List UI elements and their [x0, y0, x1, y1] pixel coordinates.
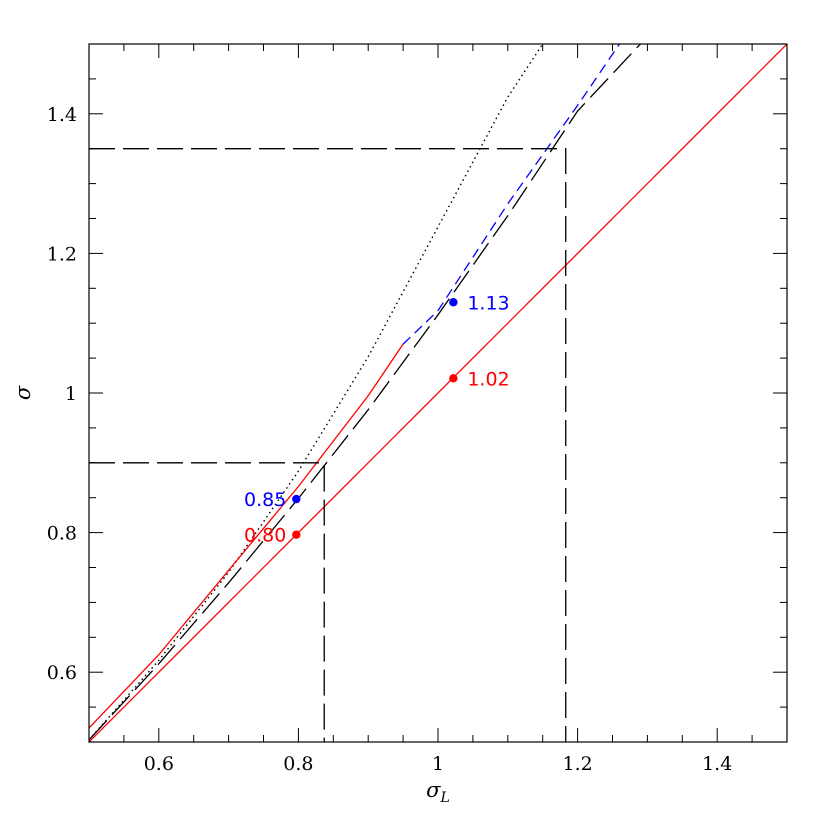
reference-line-0	[89, 462, 325, 742]
y-tick-label: 0.8	[47, 523, 77, 545]
y-tick-label: 1	[65, 383, 77, 405]
data-point	[449, 298, 458, 307]
series-line-1	[89, 44, 641, 741]
x-tick-label: 1.4	[702, 753, 732, 775]
plot-frame	[88, 43, 788, 743]
x-tick-label: 1	[432, 753, 444, 775]
y-axis-title: σ	[11, 385, 35, 400]
data-point	[449, 374, 458, 383]
ticks	[88, 43, 788, 743]
series-line-2	[402, 44, 621, 345]
point-label: 0.80	[244, 525, 286, 547]
y-tick-label: 1.2	[47, 243, 77, 265]
y-tick-label: 0.6	[47, 662, 77, 684]
x-axis-title-sub: L	[440, 790, 450, 806]
series-line-0	[89, 44, 787, 742]
x-tick-label: 0.8	[283, 753, 313, 775]
y-tick-label: 1.4	[47, 104, 77, 126]
point-label: 1.13	[467, 292, 509, 314]
x-tick-label: 0.6	[144, 753, 174, 775]
series-line-3	[89, 44, 544, 741]
point-label: 1.02	[467, 368, 509, 390]
point-label: 0.85	[244, 489, 286, 511]
x-tick-label: 1.2	[562, 753, 592, 775]
reference-line-1	[89, 148, 567, 742]
series-line-4	[89, 343, 404, 729]
x-axis-title: σL	[426, 778, 450, 806]
tick-labels: 0.6 0.8 1 1.2 1.4 0.6 0.8 1 1.2 1.4	[47, 104, 733, 775]
plot-lines	[89, 44, 787, 742]
data-points: 0.85 0.80 1.13 1.02	[244, 292, 510, 546]
data-point	[292, 530, 301, 539]
x-axis-title-main: σ	[426, 778, 441, 802]
data-point	[292, 494, 301, 504]
